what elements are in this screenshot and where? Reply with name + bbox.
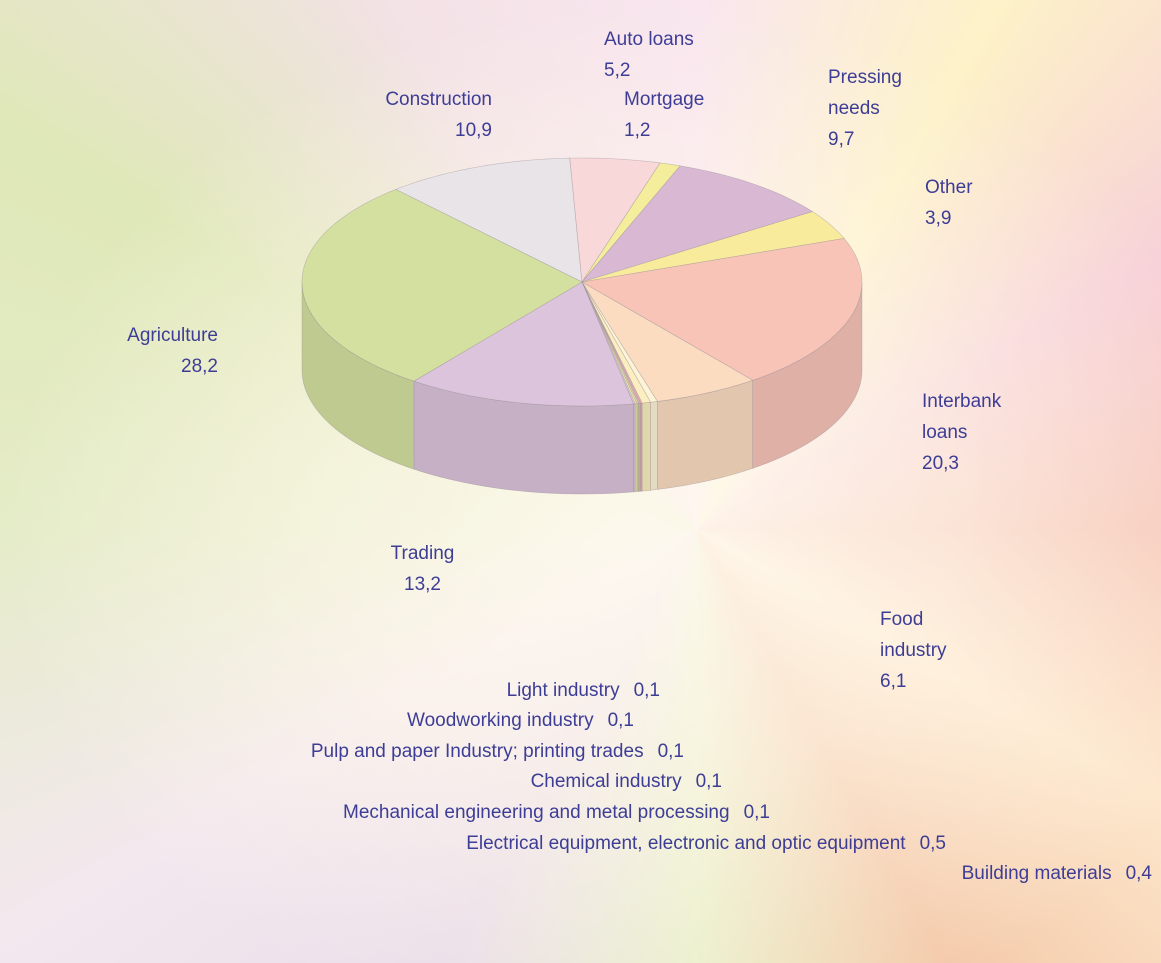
value-label: 20,3 (922, 453, 959, 474)
slice-label: Chemical industry 0,1 (531, 766, 722, 797)
category-label: Light industry (506, 680, 620, 701)
value-label: 9,7 (828, 129, 855, 150)
category-label: Construction (385, 89, 492, 110)
category-label: Woodworking industry (407, 710, 594, 731)
slice-label: Building materials 0,4 (962, 858, 1152, 889)
value-label: 28,2 (181, 356, 218, 377)
value-label: 13,2 (404, 574, 441, 595)
category-label: Interbank loans (922, 391, 1002, 443)
category-label: Pulp and paper Industry; printing trades (310, 741, 644, 762)
category-label: Auto loans (604, 29, 694, 50)
slice (413, 281, 634, 407)
slice (581, 238, 863, 381)
category-label: Electrical equipment, electronic and opt… (466, 833, 906, 854)
slice-label: Pulp and paper Industry; printing trades… (311, 736, 684, 767)
value-label: 3,9 (925, 208, 952, 229)
slice-label: Light industry 0,1 (507, 675, 660, 706)
category-label: Mortgage (624, 89, 705, 110)
value-label: 0,1 (743, 802, 770, 823)
slice-label: Mechanical engineering and metal process… (343, 797, 770, 828)
slice-label: Construction 10,9 (292, 84, 492, 146)
value-label: 0,1 (633, 680, 660, 701)
slice-label: Trading 13,2 (340, 538, 505, 600)
slice (301, 189, 583, 382)
slice-label: Other 3,9 (925, 172, 1005, 234)
value-label: 10,9 (455, 120, 492, 141)
value-label: 5,2 (604, 60, 631, 81)
value-label: 0,1 (607, 710, 634, 731)
category-label: Mechanical engineering and metal process… (343, 802, 730, 823)
slice-label: Pressing needs 9,7 (828, 62, 928, 155)
slice (581, 165, 814, 283)
slice-label: Auto loans 5,2 (604, 24, 744, 86)
value-label: 0,1 (657, 741, 684, 762)
value-label: 0,4 (1125, 863, 1152, 884)
value-label: 6,1 (880, 671, 907, 692)
slice-label: Interbank loans 20,3 (922, 386, 1032, 479)
slice (581, 211, 845, 283)
slice-label: Agriculture 28,2 (58, 320, 218, 382)
slice-label: Woodworking industry 0,1 (407, 705, 634, 736)
category-label: Chemical industry (530, 771, 682, 792)
category-label: Building materials (961, 863, 1112, 884)
slice-side (650, 401, 658, 491)
category-label: Agriculture (127, 325, 218, 346)
slice-label: Food industry 6,1 (880, 604, 980, 697)
value-label: 1,2 (624, 120, 651, 141)
category-label: Trading (390, 543, 455, 564)
slice-label: Electrical equipment, electronic and opt… (466, 828, 946, 859)
slice-side (641, 401, 651, 492)
slice (394, 157, 583, 283)
category-label: Food industry (880, 609, 947, 661)
slice-label: Mortgage 1,2 (624, 84, 744, 146)
value-label: 0,1 (695, 771, 722, 792)
category-label: Other (925, 177, 973, 198)
slice (581, 281, 754, 402)
category-label: Pressing needs (828, 67, 902, 119)
slice (569, 157, 661, 283)
value-label: 0,5 (919, 833, 946, 854)
